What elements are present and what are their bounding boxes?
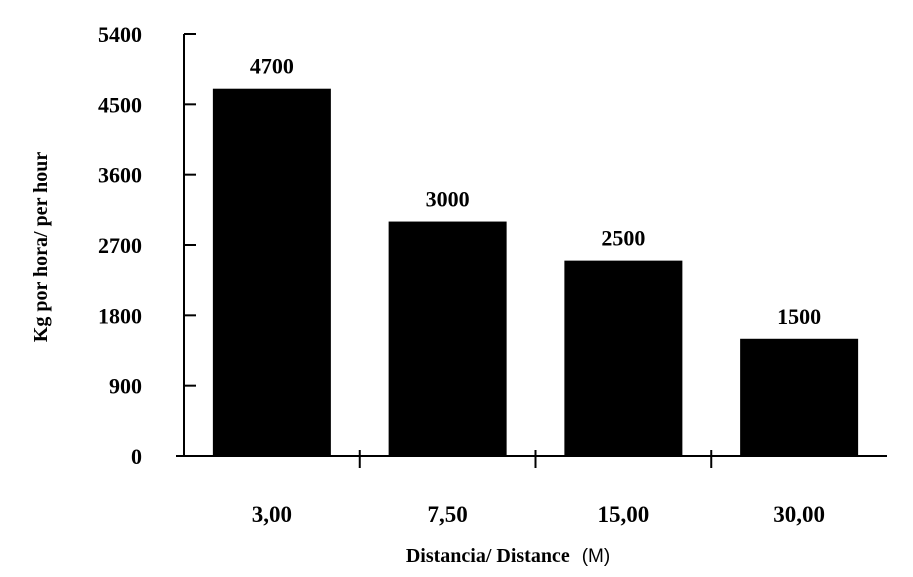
bar (212, 88, 331, 456)
bar-value-label: 1500 (777, 304, 821, 329)
bars (212, 88, 859, 456)
y-axis-title: Kg por hora/ per hour (30, 152, 52, 343)
bar (740, 338, 859, 456)
x-tick-label: 30,00 (773, 502, 825, 527)
y-tick-label: 4500 (98, 92, 142, 117)
x-tick-label: 7,50 (428, 502, 468, 527)
x-axis-title: Distancia/ Distance (M) (406, 545, 610, 567)
x-tick-label: 15,00 (598, 502, 650, 527)
y-tick-label: 2700 (98, 233, 142, 258)
data-labels: 4700 3000 2500 1500 (250, 54, 821, 329)
bar (564, 260, 683, 456)
x-axis-unit: (M) (582, 546, 610, 567)
y-tick-label: 3600 (98, 163, 142, 188)
y-tick-label: 1800 (98, 303, 142, 328)
y-tick-label: 5400 (98, 22, 142, 47)
bar-value-label: 4700 (250, 54, 294, 79)
y-tick-label: 0 (131, 444, 142, 469)
y-tick-label: 900 (109, 374, 142, 399)
x-tick-label: 3,00 (252, 502, 292, 527)
bar-value-label: 3000 (426, 187, 470, 212)
y-axis: 0 900 1800 2700 3600 4500 5400 (98, 22, 196, 469)
x-axis: 3,00 7,50 15,00 30,00 (176, 450, 887, 527)
x-axis-title-text: Distancia/ Distance (406, 545, 570, 567)
bar (388, 221, 507, 456)
bar-value-label: 2500 (601, 226, 645, 251)
